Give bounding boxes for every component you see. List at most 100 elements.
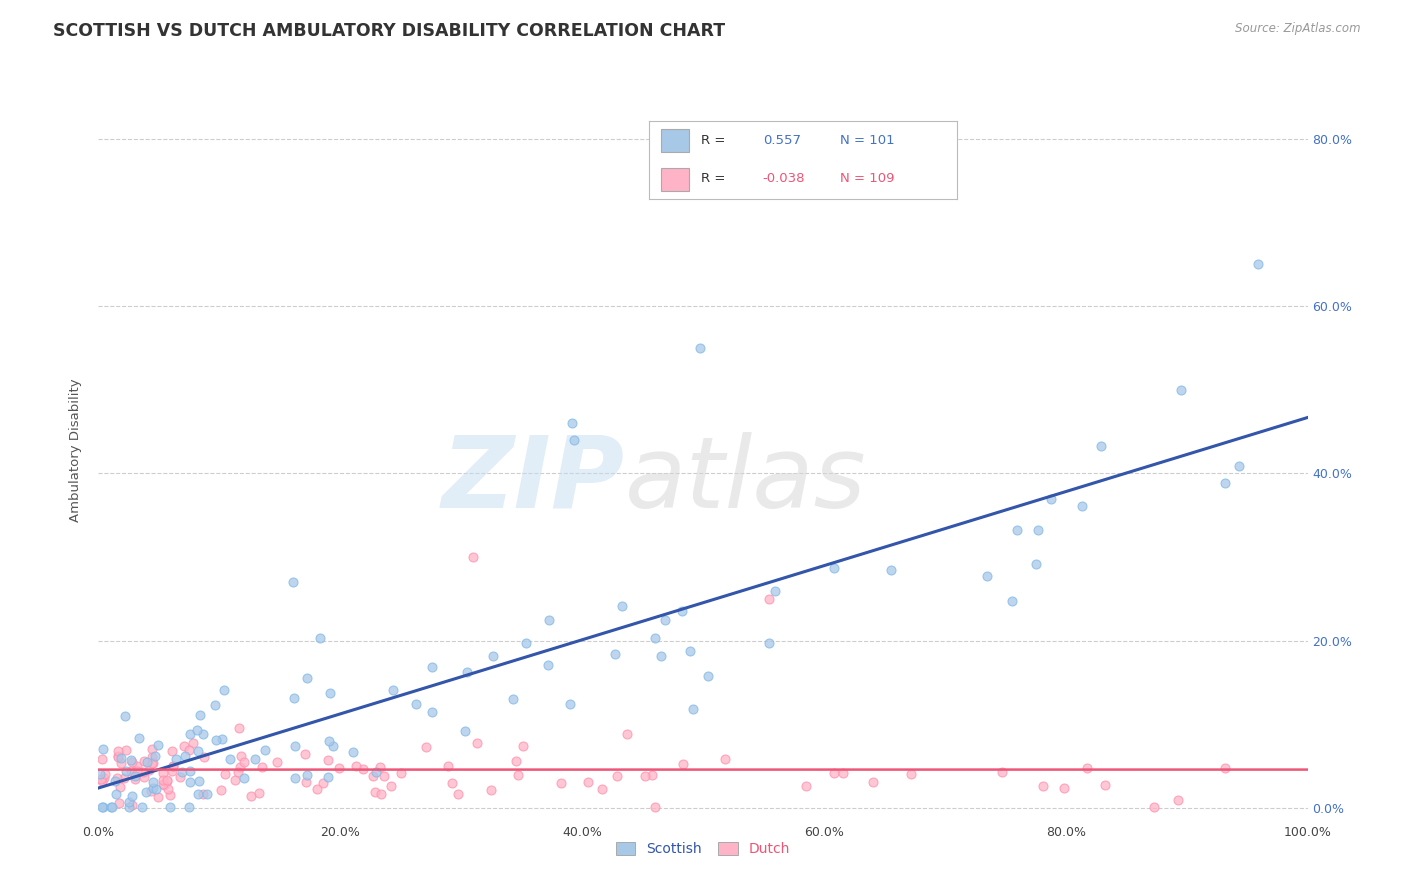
Point — [465, 736, 488, 750]
Point — [143, 749, 166, 764]
Point — [118, 800, 141, 814]
Point — [204, 698, 226, 713]
Point — [136, 755, 159, 769]
Point — [370, 787, 392, 801]
Point — [107, 749, 129, 764]
Point — [610, 599, 633, 614]
Point — [1025, 557, 1047, 571]
Point — [536, 657, 558, 672]
Point — [229, 748, 252, 763]
Point — [159, 788, 181, 802]
Point — [156, 781, 179, 796]
Point — [456, 665, 478, 679]
Point — [479, 782, 502, 797]
Point — [550, 776, 572, 790]
Text: Source: ZipAtlas.com: Source: ZipAtlas.com — [1236, 22, 1361, 36]
Point — [142, 781, 165, 796]
Legend: Scottish, Dutch: Scottish, Dutch — [610, 837, 796, 862]
Point — [591, 782, 613, 797]
Point — [319, 686, 342, 700]
Point — [644, 631, 666, 645]
Point — [142, 756, 165, 771]
Point — [689, 341, 711, 355]
Point — [101, 800, 124, 814]
Point — [107, 744, 129, 758]
Point — [146, 790, 169, 805]
Point — [654, 613, 676, 627]
Point — [94, 767, 117, 781]
Point — [188, 774, 211, 789]
Point — [1032, 779, 1054, 793]
Point — [121, 789, 143, 804]
Point — [318, 734, 340, 748]
Point — [107, 796, 129, 810]
Point — [250, 760, 273, 774]
Point — [671, 604, 693, 618]
Point — [312, 776, 335, 790]
Point — [209, 783, 232, 797]
Point — [672, 757, 695, 772]
Point — [283, 575, 305, 590]
Point — [193, 750, 215, 764]
Point — [141, 750, 163, 764]
Point — [461, 550, 484, 565]
Point — [1227, 458, 1250, 473]
Point — [177, 800, 200, 814]
Point — [309, 631, 332, 645]
Point — [405, 697, 427, 711]
Point — [880, 563, 903, 577]
Point — [240, 789, 263, 803]
Point — [128, 731, 150, 745]
Point — [165, 752, 187, 766]
Text: SCOTTISH VS DUTCH AMBULATORY DISABILITY CORRELATION CHART: SCOTTISH VS DUTCH AMBULATORY DISABILITY … — [53, 22, 725, 40]
Point — [214, 766, 236, 780]
Point — [284, 739, 307, 754]
Point — [159, 800, 181, 814]
Point — [114, 764, 136, 778]
Point — [229, 760, 252, 774]
Point — [373, 769, 395, 783]
Point — [110, 751, 132, 765]
Point — [505, 754, 527, 768]
Point — [364, 764, 387, 779]
Point — [127, 759, 149, 773]
Point — [482, 648, 505, 663]
Point — [172, 765, 194, 780]
Point — [823, 766, 845, 780]
Point — [1071, 499, 1094, 513]
Point — [900, 766, 922, 780]
Point — [266, 755, 288, 769]
Point — [284, 771, 307, 785]
Point — [115, 742, 138, 756]
Y-axis label: Ambulatory Disability: Ambulatory Disability — [69, 378, 83, 523]
Point — [141, 741, 163, 756]
Point — [606, 769, 628, 783]
Point — [1090, 439, 1112, 453]
Point — [353, 762, 375, 776]
Point — [605, 648, 627, 662]
Point — [142, 774, 165, 789]
Point — [179, 727, 201, 741]
Point — [104, 787, 127, 801]
Point — [1247, 257, 1270, 271]
Point — [1076, 761, 1098, 775]
Point — [368, 760, 391, 774]
Point — [132, 770, 155, 784]
Point — [91, 741, 114, 756]
Point — [121, 798, 143, 813]
Point — [247, 786, 270, 800]
Point — [218, 751, 240, 765]
Point — [502, 692, 524, 706]
Point — [1052, 780, 1074, 795]
Point — [1170, 383, 1192, 397]
Point — [758, 635, 780, 649]
Point — [558, 697, 581, 711]
Point — [1001, 593, 1024, 607]
Point — [110, 780, 132, 794]
Point — [515, 636, 537, 650]
Point — [174, 749, 197, 764]
Point — [233, 756, 256, 770]
Point — [976, 569, 998, 583]
Point — [179, 743, 201, 757]
Point — [193, 727, 215, 741]
